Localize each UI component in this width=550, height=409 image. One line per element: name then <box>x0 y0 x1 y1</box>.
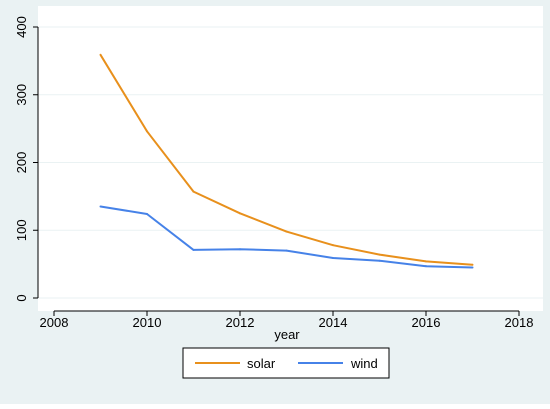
x-axis-label: year <box>274 327 300 342</box>
data-point-wind-2009 <box>99 205 102 208</box>
legend-label-solar: solar <box>247 356 276 371</box>
data-point-wind-2016 <box>425 265 427 268</box>
data-point-solar-2012 <box>239 212 241 215</box>
x-tick-label-2012: 2012 <box>226 315 255 330</box>
legend-label-wind: wind <box>350 356 378 371</box>
data-point-solar-2014 <box>332 244 334 247</box>
data-point-solar-2017 <box>471 263 474 266</box>
data-point-wind-2010 <box>146 212 148 215</box>
x-tick-label-2014: 2014 <box>319 315 348 330</box>
data-point-solar-2010 <box>146 130 148 133</box>
axes: 0 100 200 300 400 2008 2010 2012 2014 2016 2018 <box>14 16 533 330</box>
data-point-wind-2013 <box>285 249 288 252</box>
data-point-wind-2015 <box>378 259 381 262</box>
x-tick-label-2018: 2018 <box>505 315 534 330</box>
grid-lines <box>38 26 543 299</box>
data-point-solar-2015 <box>378 253 381 256</box>
data-point-wind-2012 <box>239 248 241 251</box>
y-tick-label-400: 400 <box>14 16 29 38</box>
data-point-wind-2014 <box>332 257 334 260</box>
x-tick-label-2016: 2016 <box>412 315 441 330</box>
data-point-wind-2017 <box>471 266 474 269</box>
y-tick-label-300: 300 <box>14 84 29 106</box>
legend: solar wind <box>182 347 390 379</box>
data-point-solar-2013 <box>285 230 288 233</box>
y-tick-label-200: 200 <box>14 152 29 174</box>
x-tick-label-2008: 2008 <box>40 315 69 330</box>
plot-area <box>38 6 543 311</box>
data-point-solar-2011 <box>192 190 195 193</box>
x-tick-label-2010: 2010 <box>133 315 162 330</box>
data-series <box>99 53 474 269</box>
data-point-solar-2009 <box>99 53 102 56</box>
y-tick-label-100: 100 <box>14 219 29 241</box>
y-tick-label-0: 0 <box>14 294 29 301</box>
data-point-wind-2011 <box>192 248 195 251</box>
data-point-solar-2016 <box>425 260 427 263</box>
